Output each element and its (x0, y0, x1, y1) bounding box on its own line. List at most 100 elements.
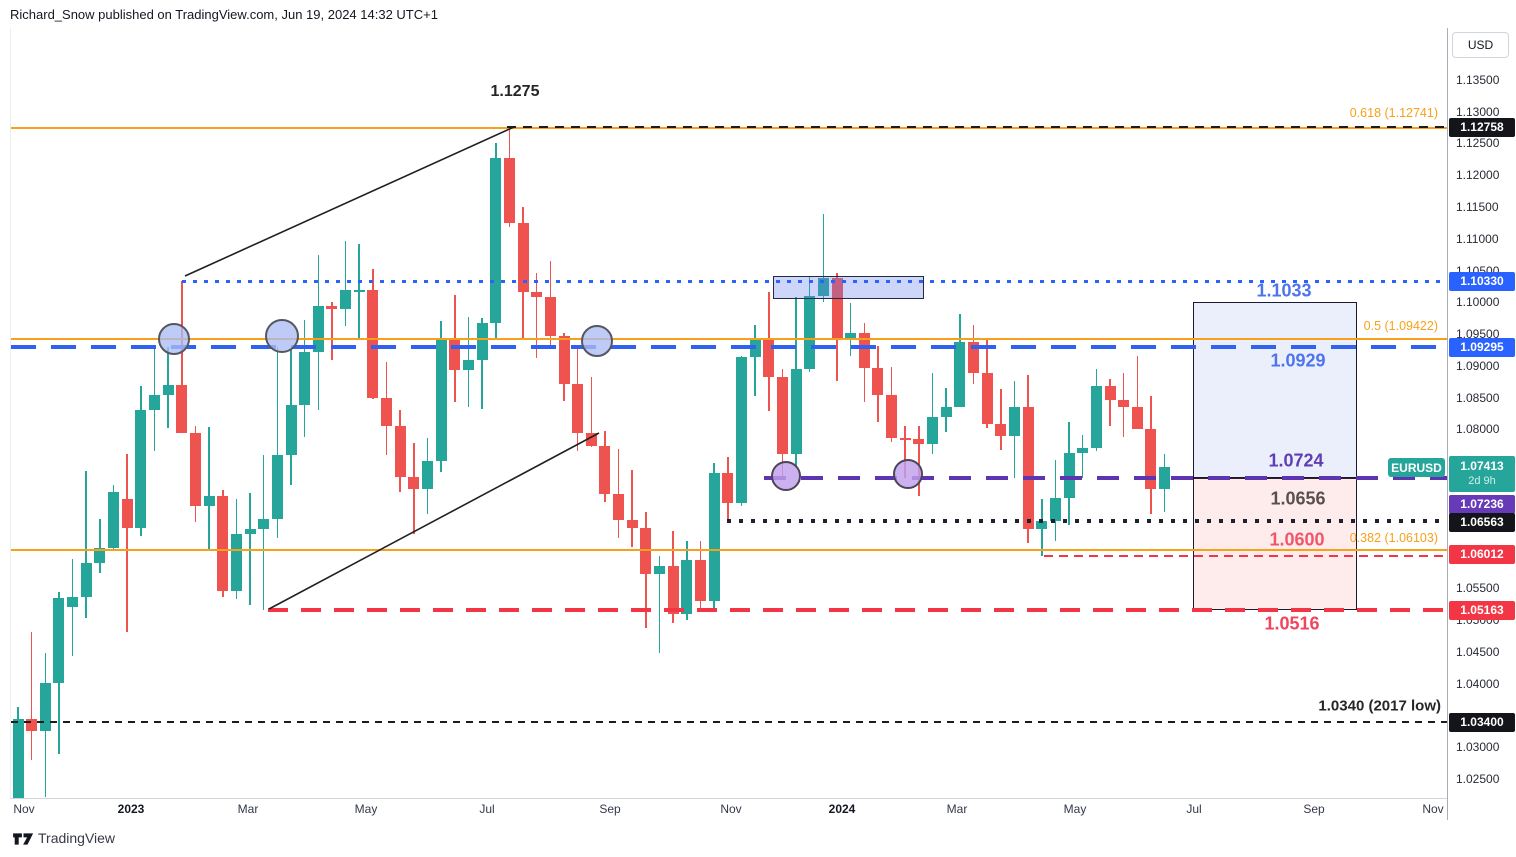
sup-0724-line[interactable] (764, 476, 1448, 481)
candle-body (189, 433, 201, 507)
candle-body (708, 473, 720, 601)
candle-body (681, 560, 693, 614)
low-2017-line[interactable] (11, 721, 1448, 723)
sup-0516-line[interactable] (268, 608, 1448, 612)
candle-wick (631, 469, 634, 548)
candle-wick (331, 302, 333, 361)
candle-body (26, 718, 38, 732)
time-tick: Nov (1422, 802, 1444, 816)
annotation-text[interactable]: 0.382 (1.06103) (1349, 531, 1438, 545)
sup-0656-line[interactable] (727, 519, 1448, 524)
price-label: 1.07236 (1449, 494, 1515, 514)
annotation-text[interactable]: 1.0724 (1268, 450, 1324, 471)
candle-body (1118, 400, 1130, 408)
annotation-text[interactable]: 1.1275 (490, 83, 540, 100)
candle-body (353, 289, 365, 292)
candle-wick (1136, 355, 1139, 430)
highlight-circle[interactable] (581, 325, 613, 357)
trend-line[interactable] (268, 432, 600, 610)
price-tick: 1.08000 (1456, 422, 1500, 437)
candle-wick (1000, 388, 1002, 450)
trend-line[interactable] (184, 126, 515, 277)
candle-body (271, 454, 283, 519)
price-tick: 1.04500 (1456, 645, 1500, 660)
candle-body (108, 491, 120, 548)
candle-wick (590, 377, 593, 448)
candle-body (162, 384, 174, 395)
candle-body (394, 426, 406, 477)
price-tick: 1.13500 (1456, 72, 1500, 87)
annotation-text[interactable]: 1.1033 (1256, 280, 1312, 301)
time-tick: Jul (479, 802, 495, 816)
candle-body (12, 718, 24, 798)
fib-50-line[interactable] (11, 338, 1448, 340)
candle-wick (99, 519, 101, 573)
candle-body (121, 499, 133, 529)
candle-body (176, 384, 188, 434)
candle-body (1131, 407, 1143, 429)
time-tick: Mar (946, 802, 968, 816)
time-tick: Nov (720, 802, 742, 816)
candle-body (340, 290, 352, 310)
annotation-text[interactable]: 1.0656 (1270, 488, 1326, 509)
high-1275-line[interactable] (507, 125, 1448, 128)
candle-body (244, 528, 256, 535)
fib-618-line[interactable] (11, 127, 1448, 129)
candle-body (1104, 386, 1116, 401)
candle-body (626, 519, 638, 529)
candle-body (845, 333, 857, 340)
header-byline: Richard_Snow published on TradingView.co… (10, 7, 438, 22)
candle-body (776, 376, 788, 455)
candle-body (490, 158, 502, 323)
annotation-text[interactable]: 1.0516 (1264, 613, 1320, 634)
candle-body (763, 340, 775, 377)
candle-body (367, 289, 379, 398)
projection-box-bull[interactable] (1193, 302, 1357, 480)
price-tick: 1.02500 (1456, 772, 1500, 787)
candle-body (872, 367, 884, 396)
time-tick: 2023 (117, 802, 145, 816)
annotation-text[interactable]: 0.5 (1.09422) (1363, 319, 1438, 333)
price-axis[interactable]: USD 1.13500 1.13000 1.12500 1.12000 1.11500 1… (1447, 28, 1516, 820)
candle-body (449, 340, 461, 371)
price-tick: 1.09000 (1456, 358, 1500, 373)
price-tick: 1.05500 (1456, 581, 1500, 596)
sup-0600-line[interactable] (1044, 555, 1448, 558)
candle-wick (822, 213, 825, 302)
candle-body (408, 476, 420, 489)
brand-text: TradingView (38, 830, 116, 846)
chart-pane[interactable]: 1.1275 0.618 (1.12741) 1.1033 0.5 (1.09422)… (10, 28, 1448, 798)
currency-button[interactable]: USD (1452, 32, 1509, 58)
res-0929-line[interactable] (11, 345, 1448, 350)
tradingview-logo-icon[interactable] (13, 831, 34, 847)
annotation-text[interactable]: 0.618 (1.12741) (1349, 106, 1438, 120)
annotation-text[interactable]: 1.0340 (2017 low) (1318, 697, 1441, 715)
candle-wick (181, 281, 183, 433)
candle-body (544, 296, 556, 337)
candle-body (654, 565, 666, 574)
annotation-text[interactable]: 1.0600 (1269, 529, 1325, 550)
candle-body (1049, 497, 1061, 522)
candle-body (968, 341, 979, 373)
annotation-text[interactable]: 1.0929 (1270, 350, 1326, 371)
candle-wick (918, 426, 920, 497)
current-price-label: 1.07413 2d 9h (1449, 456, 1515, 492)
candle-body (435, 340, 447, 462)
res-1033-line[interactable] (182, 279, 1448, 284)
candle-wick (849, 302, 852, 357)
candle-wick (344, 241, 347, 326)
candle-body (599, 446, 611, 494)
time-axis[interactable]: Nov 2023 Mar May Jul Sep Nov 2024 Mar May Jul Sep No… (10, 798, 1447, 821)
candle-body (80, 563, 92, 597)
time-tick: Nov (13, 802, 35, 816)
candle-body (790, 369, 802, 455)
price-label: 1.03400 (1449, 712, 1515, 732)
candle-body (940, 406, 952, 417)
candle-body (831, 278, 843, 340)
candle-wick (262, 454, 265, 611)
fib-382-line[interactable] (11, 549, 1448, 551)
candle-body (695, 560, 706, 601)
candle-wick (85, 470, 88, 618)
candle-wick (754, 324, 756, 397)
candle-body (995, 424, 1007, 436)
